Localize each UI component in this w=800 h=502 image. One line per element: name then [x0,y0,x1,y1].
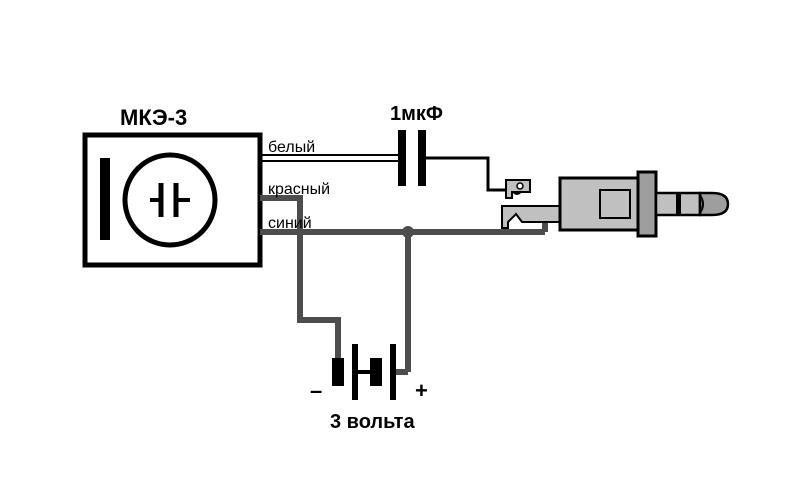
capacitor [398,130,426,186]
battery-plus-label: + [415,378,428,403]
wire-blue-label: синий [268,215,312,232]
microphone-module [85,135,260,265]
wire-white-label: белый [268,139,315,156]
jack-plug [502,172,728,236]
battery-value-label: 3 вольта [330,411,415,433]
circuit-diagram: МКЭ-3 белый 1мкФ красный синий [0,0,800,502]
capacitor-value-label: 1мкФ [390,103,443,125]
mic-title-label: МКЭ-3 [120,105,187,130]
wire-red-label: красный [268,181,330,198]
battery-minus-label: – [310,378,322,403]
battery [332,344,408,400]
